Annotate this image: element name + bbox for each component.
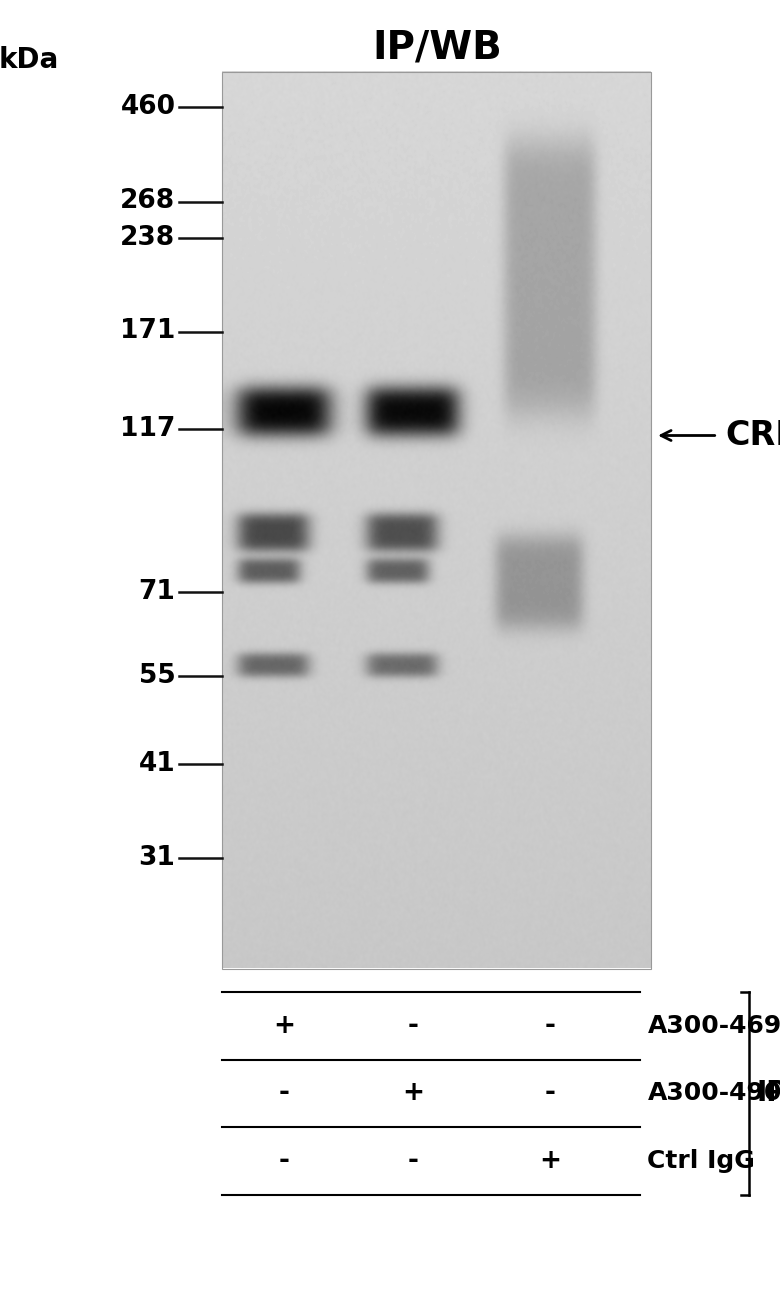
Text: 117: 117 xyxy=(120,416,176,442)
Text: A300-490A: A300-490A xyxy=(647,1082,780,1105)
Text: 31: 31 xyxy=(139,845,176,871)
Text: -: - xyxy=(545,1080,556,1106)
Text: 55: 55 xyxy=(139,663,176,689)
Text: -: - xyxy=(408,1013,419,1039)
Text: 171: 171 xyxy=(120,318,176,344)
Text: +: + xyxy=(540,1148,562,1174)
Text: -: - xyxy=(408,1148,419,1174)
Text: Ctrl IgG: Ctrl IgG xyxy=(647,1149,755,1173)
Text: +: + xyxy=(402,1080,424,1106)
Text: 238: 238 xyxy=(120,225,176,251)
Text: -: - xyxy=(279,1080,290,1106)
Text: 41: 41 xyxy=(139,751,176,777)
Text: CRM1: CRM1 xyxy=(725,419,780,452)
Text: A300-469A: A300-469A xyxy=(647,1014,780,1037)
Text: IP: IP xyxy=(757,1079,780,1108)
Text: 460: 460 xyxy=(120,94,176,120)
Text: +: + xyxy=(274,1013,296,1039)
Bar xyxy=(222,72,651,968)
Text: -: - xyxy=(279,1148,290,1174)
Text: 268: 268 xyxy=(120,188,176,215)
Text: kDa: kDa xyxy=(0,46,58,74)
Text: -: - xyxy=(545,1013,556,1039)
Text: 71: 71 xyxy=(139,578,176,604)
Text: IP/WB: IP/WB xyxy=(372,29,502,66)
